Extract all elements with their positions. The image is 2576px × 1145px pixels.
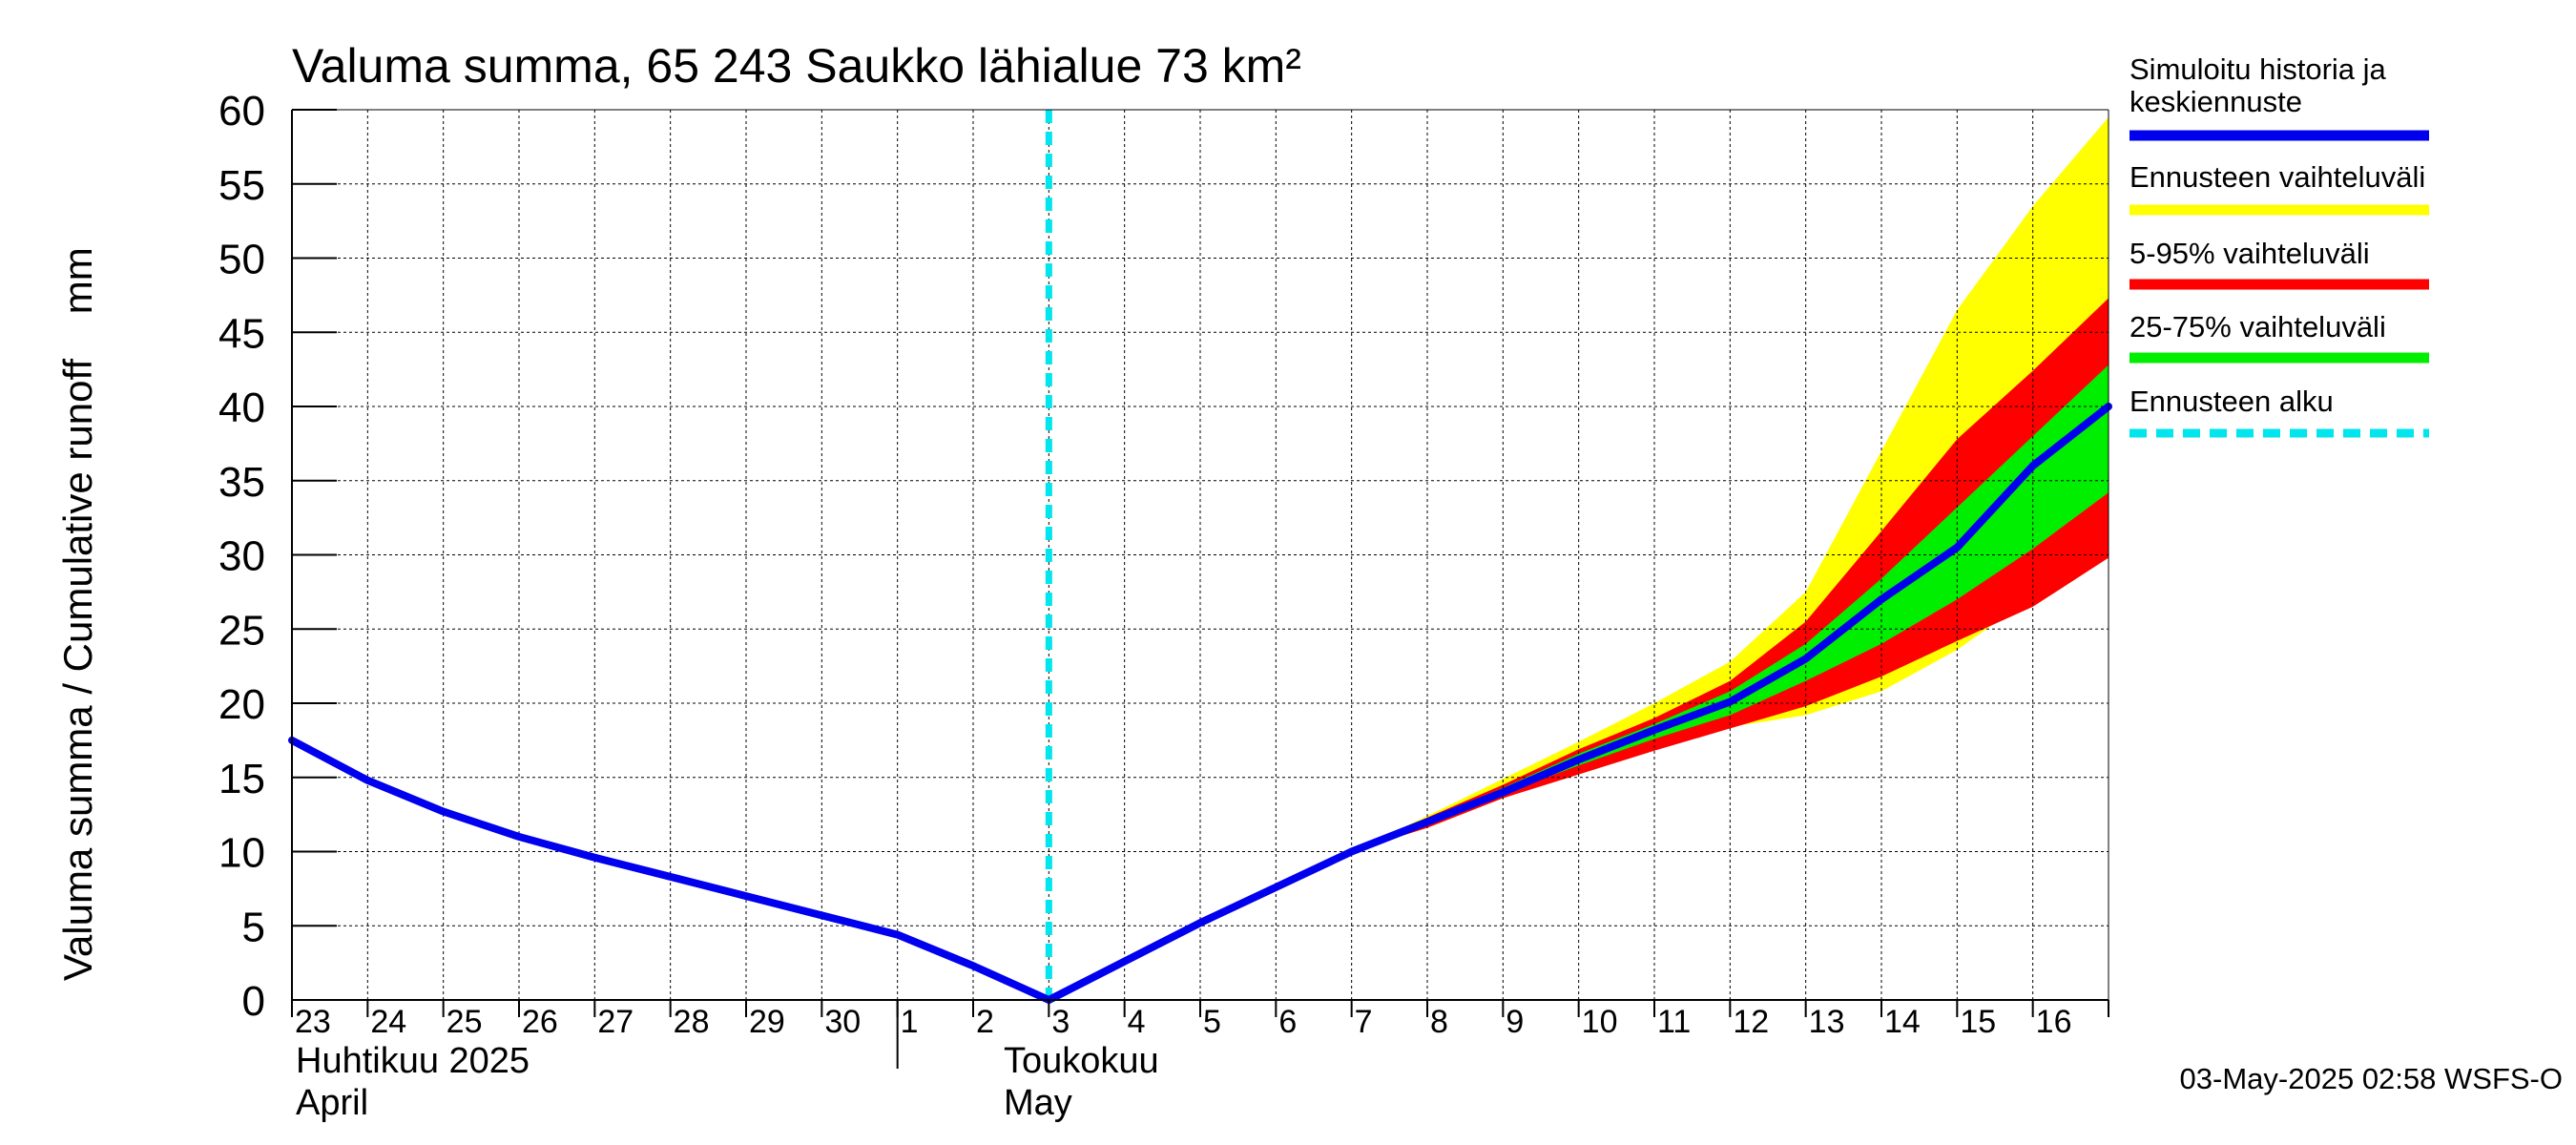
x-tick-label-6: 6 bbox=[1278, 1004, 1297, 1040]
y-tick-label-30: 30 bbox=[218, 533, 265, 580]
legend-label-1-0: Ennusteen vaihteluväli bbox=[2129, 160, 2425, 194]
legend-label-3-0: 25-75% vaihteluväli bbox=[2129, 310, 2386, 344]
x-tick-label-9: 9 bbox=[1506, 1004, 1524, 1040]
x-tick-label-15: 15 bbox=[1960, 1004, 1996, 1040]
x-tick-label-5: 5 bbox=[1203, 1004, 1221, 1040]
timestamp-footer: 03-May-2025 02:58 WSFS-O bbox=[2180, 1062, 2563, 1095]
month-label-1: Toukokuu bbox=[1004, 1041, 1159, 1081]
x-tick-label-13: 13 bbox=[1809, 1004, 1845, 1040]
x-tick-label-12: 12 bbox=[1733, 1004, 1769, 1040]
legend-label-4-0: Ennusteen alku bbox=[2129, 385, 2334, 418]
month-label-0: Huhtikuu 2025 bbox=[296, 1041, 530, 1081]
x-tick-label-23: 23 bbox=[295, 1004, 331, 1040]
y-tick-label-45: 45 bbox=[218, 310, 265, 357]
x-tick-label-24: 24 bbox=[370, 1004, 406, 1040]
x-tick-label-8: 8 bbox=[1430, 1004, 1448, 1040]
month-sublabel-1: May bbox=[1004, 1083, 1072, 1123]
x-tick-label-4: 4 bbox=[1128, 1004, 1146, 1040]
series-lines bbox=[288, 403, 2112, 1004]
band-0 bbox=[1351, 116, 2109, 852]
y-tick-label-40: 40 bbox=[218, 385, 265, 431]
x-tick-label-25: 25 bbox=[447, 1004, 483, 1040]
x-tick-label-14: 14 bbox=[1884, 1004, 1921, 1040]
x-tick-label-10: 10 bbox=[1582, 1004, 1618, 1040]
month-sublabel-0: April bbox=[296, 1083, 368, 1123]
x-tick-label-7: 7 bbox=[1355, 1004, 1373, 1040]
y-tick-label-60: 60 bbox=[218, 88, 265, 135]
x-tick-label-26: 26 bbox=[522, 1004, 558, 1040]
y-tick-label-10: 10 bbox=[218, 830, 265, 877]
y-tick-label-15: 15 bbox=[218, 756, 265, 802]
y-tick-label-5: 5 bbox=[242, 904, 265, 950]
x-tick-label-3: 3 bbox=[1051, 1004, 1070, 1040]
y-tick-label-55: 55 bbox=[218, 162, 265, 209]
x-tick-label-2: 2 bbox=[976, 1004, 994, 1040]
y-tick-label-25: 25 bbox=[218, 607, 265, 654]
x-tick-label-30: 30 bbox=[824, 1004, 861, 1040]
legend-label-2-0: 5-95% vaihteluväli bbox=[2129, 237, 2370, 270]
x-tick-label-29: 29 bbox=[749, 1004, 785, 1040]
y-axis-label: Valuma summa / Cumulative runoff mm bbox=[55, 247, 100, 981]
x-tick-label-11: 11 bbox=[1657, 1004, 1691, 1040]
x-tick-label-16: 16 bbox=[2036, 1004, 2072, 1040]
chart-title: Valuma summa, 65 243 Saukko lähialue 73 … bbox=[292, 39, 1301, 93]
series-line-0 bbox=[288, 403, 2112, 1004]
y-tick-label-50: 50 bbox=[218, 237, 265, 283]
x-tick-label-28: 28 bbox=[674, 1004, 710, 1040]
y-tick-label-20: 20 bbox=[218, 681, 265, 728]
legend-label-0-0: Simuloitu historia ja bbox=[2129, 52, 2387, 86]
y-tick-label-0: 0 bbox=[242, 978, 265, 1025]
x-tick-label-27: 27 bbox=[597, 1004, 634, 1040]
x-tick-label-1: 1 bbox=[901, 1004, 919, 1040]
legend-label-0-1: keskiennuste bbox=[2129, 85, 2302, 118]
y-tick-label-35: 35 bbox=[218, 459, 265, 506]
